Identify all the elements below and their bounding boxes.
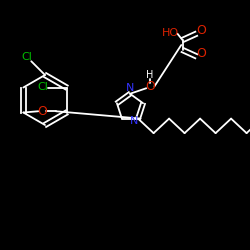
- Text: O: O: [145, 80, 155, 93]
- Text: O: O: [196, 24, 206, 36]
- Text: N: N: [126, 83, 134, 93]
- Text: O: O: [196, 47, 206, 60]
- Text: HO: HO: [162, 28, 178, 38]
- Text: H: H: [146, 70, 154, 80]
- Text: N: N: [130, 116, 138, 126]
- Text: Cl: Cl: [21, 52, 32, 62]
- Text: Cl: Cl: [37, 82, 48, 92]
- Text: O: O: [37, 105, 47, 118]
